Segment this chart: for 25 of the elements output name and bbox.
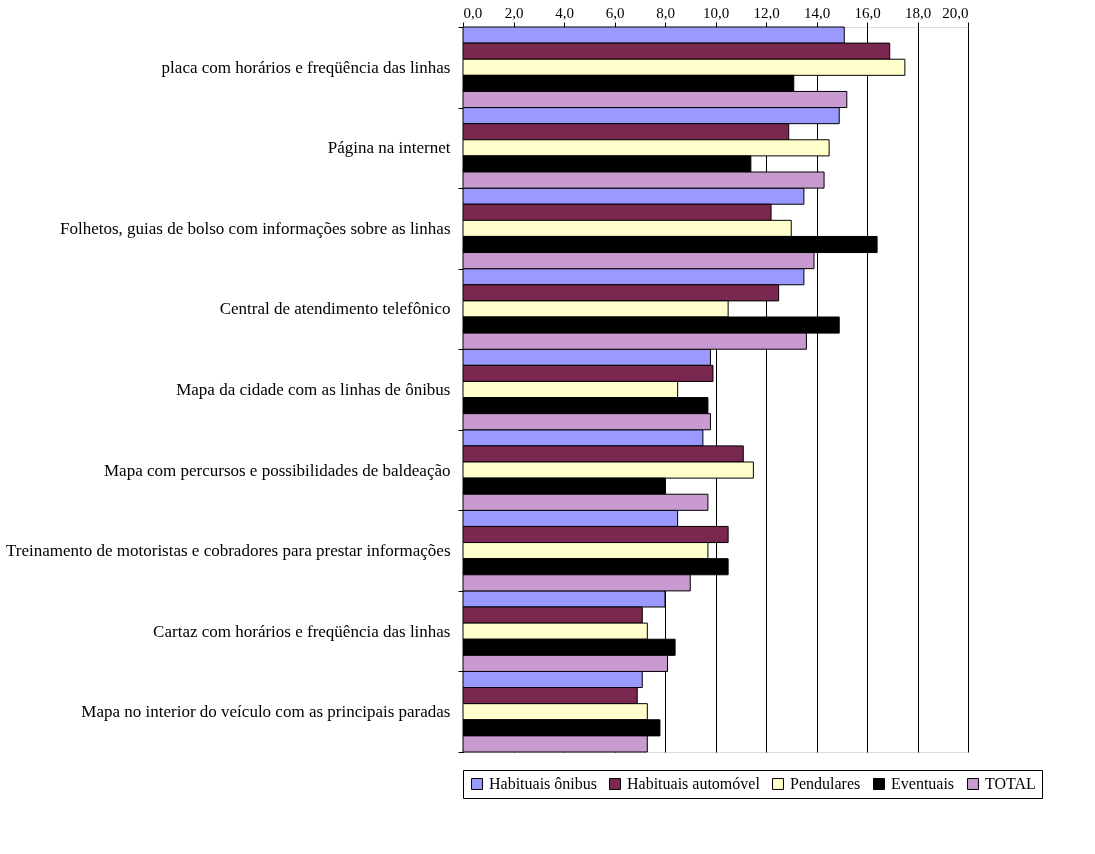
x-tick-label: 8,0	[656, 4, 675, 21]
legend-label: Eventuais	[891, 775, 955, 792]
x-tick-label: 12,0	[753, 4, 780, 21]
legend-label: Habituais ônibus	[489, 775, 597, 792]
y-tick-label: placa com horários e freqüência das linhas	[161, 57, 451, 77]
y-tick-label: Mapa no interior do veículo com as principais paradas	[81, 702, 451, 722]
y-tick-label: Treinamento de motoristas e cobradores para prestar informações	[5, 541, 451, 561]
x-tick-label: 10,0	[702, 4, 730, 21]
x-tick-label: 14,0	[803, 4, 831, 21]
x-tick-label: 2,0	[504, 4, 524, 21]
x-tick-label: 4,0	[555, 4, 574, 21]
y-tick-label: Mapa da cidade com as linhas de ônibus	[176, 380, 451, 399]
y-tick-label: Central de atendimento telefônico	[219, 299, 451, 319]
y-tick-label: Página na internet	[327, 138, 451, 158]
x-tick-label: 18,0	[904, 4, 932, 21]
x-tick-label: 16,0	[854, 4, 881, 21]
legend-label: Habituais automóvel	[627, 775, 761, 792]
legend-label: TOTAL	[985, 775, 1036, 792]
x-tick-label: 0,0	[463, 4, 483, 21]
y-tick-label: Mapa com percursos e possibilidades de baldeação	[104, 460, 451, 480]
y-tick-label: Folhetos, guias de bolso com informações sobre as linhas	[60, 218, 451, 238]
x-tick-label: 20,0	[942, 4, 969, 21]
legend-label: Pendulares	[790, 775, 861, 792]
y-tick-label: Cartaz com horários e freqüência das linhas	[153, 621, 451, 641]
x-tick-label: 6,0	[605, 4, 625, 21]
